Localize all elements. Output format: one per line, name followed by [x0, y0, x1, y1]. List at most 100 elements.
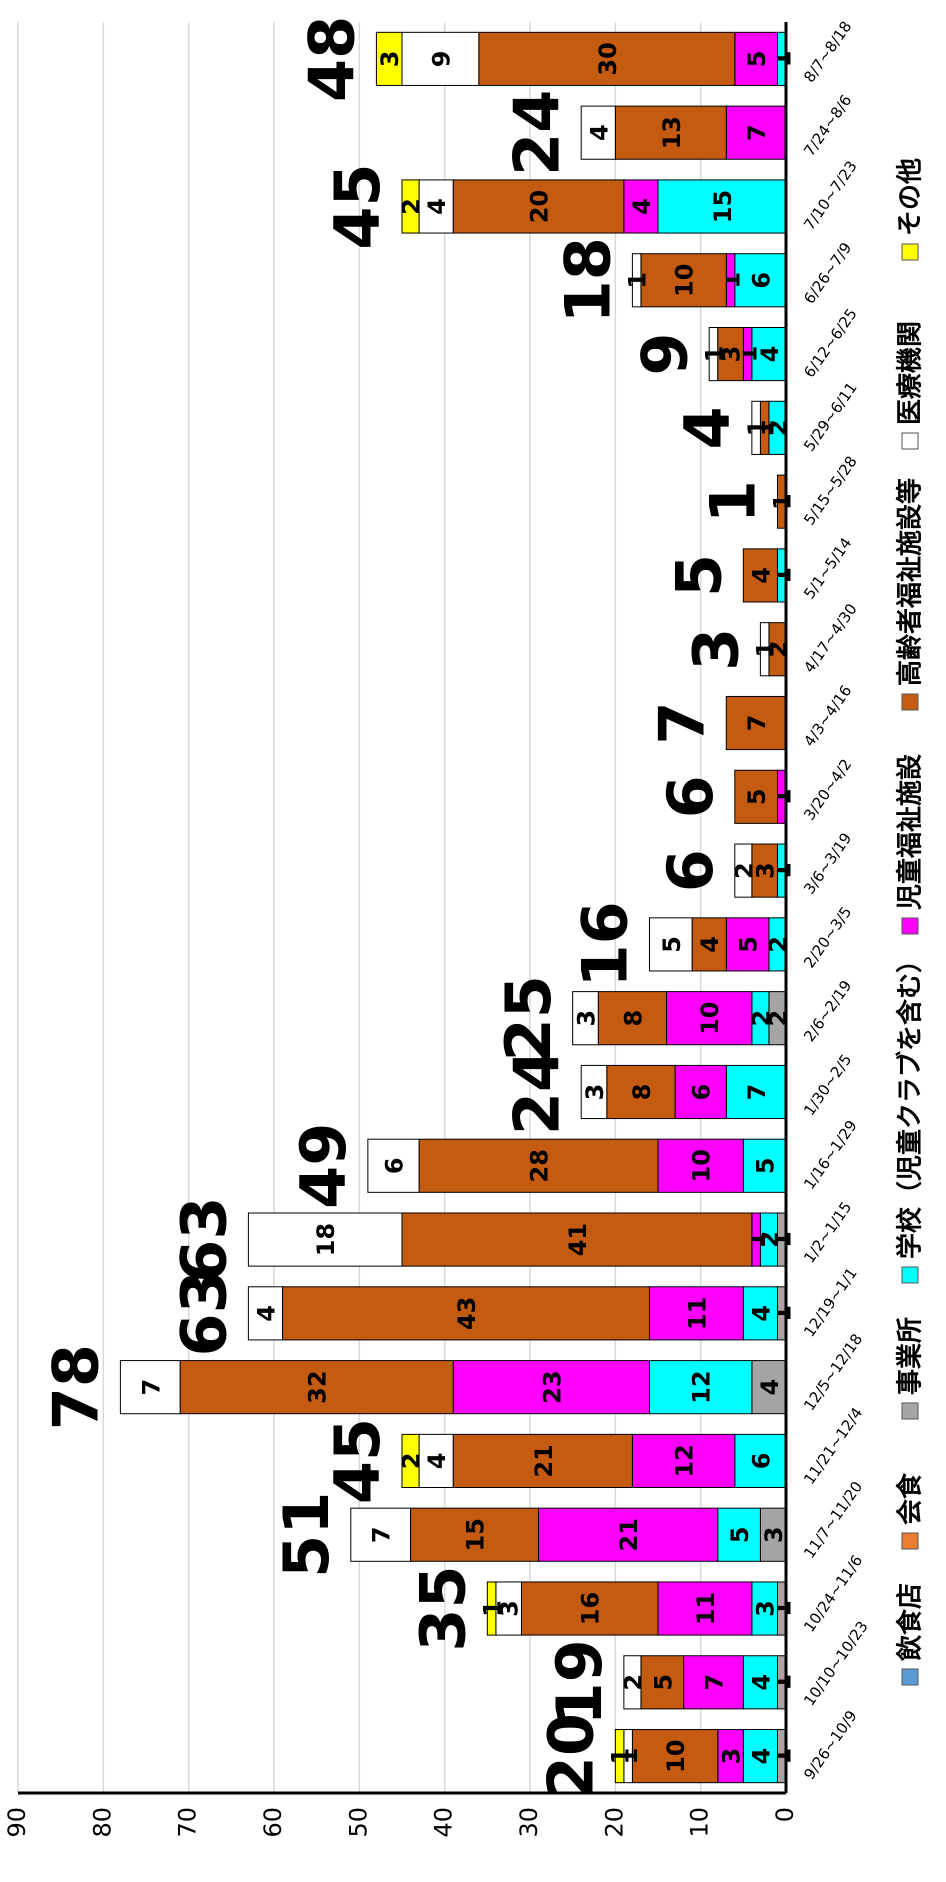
data-label: 4	[696, 936, 724, 953]
total-label: 3	[679, 628, 752, 671]
x-tick-label: 8/7~8/18	[800, 18, 855, 86]
data-label: 3	[572, 1010, 600, 1027]
total-label: 49	[287, 1123, 360, 1209]
legend-marker	[901, 1532, 919, 1550]
y-tick-label: 40	[430, 1807, 458, 1838]
total-label: 6	[654, 775, 727, 818]
x-tick-label: 4/3~4/16	[800, 682, 855, 750]
legend-label: 会食	[895, 1472, 926, 1525]
x-tick-label: 1/2~1/15	[800, 1198, 855, 1266]
data-label: 15	[709, 190, 737, 223]
bar-segment	[708, 326, 719, 382]
data-label: 43	[453, 1297, 481, 1330]
legend-label: 高齢者福祉施設等	[895, 478, 926, 686]
total-label: 24	[500, 1049, 573, 1135]
data-label: 8	[619, 1010, 647, 1027]
bar-segment	[247, 1212, 403, 1267]
total-label: 7	[645, 701, 718, 744]
y-tick-label: 0	[771, 1807, 799, 1822]
y-tick-label: 30	[515, 1807, 543, 1838]
data-label: 4	[423, 198, 451, 215]
y-tick-label: 80	[88, 1807, 116, 1838]
total-label: 51	[270, 1492, 343, 1578]
bar-segment	[367, 1138, 420, 1193]
bar-segment	[734, 769, 778, 824]
y-tick-label: 10	[686, 1807, 714, 1838]
data-label: 32	[304, 1370, 332, 1403]
data-label: 15	[462, 1518, 490, 1551]
data-label: 11	[692, 1592, 720, 1625]
x-tick-label: 9/26~10/9	[800, 1707, 861, 1783]
data-label: 2	[619, 1674, 647, 1691]
data-label: 7	[368, 1526, 396, 1543]
data-label: 3	[581, 1084, 609, 1101]
total-label: 5	[662, 554, 735, 597]
total-label: 18	[551, 237, 624, 323]
x-tick-label: 5/29~6/11	[800, 379, 861, 455]
bar-segment	[742, 548, 778, 603]
x-tick-label: 6/12~6/25	[800, 305, 861, 381]
data-label: 10	[671, 264, 699, 297]
data-label: 3	[496, 1600, 524, 1617]
x-tick-label: 2/6~2/19	[800, 977, 855, 1045]
legend-marker	[901, 1266, 919, 1284]
data-label: 4	[423, 1453, 451, 1470]
bar-segment	[401, 1433, 420, 1489]
data-label: 6	[688, 1084, 716, 1101]
total-label: 63	[167, 1270, 240, 1356]
data-label: 16	[577, 1592, 605, 1625]
legend-marker	[901, 1402, 919, 1420]
legend-label: 学校（児童クラブを含む）	[895, 947, 926, 1259]
total-label: 9	[628, 332, 701, 375]
x-tick-label: 1/30~2/5	[800, 1051, 855, 1119]
legend-label: その他	[896, 158, 926, 236]
bar-segment	[580, 105, 616, 160]
total-label: 6	[654, 849, 727, 892]
bar-segment	[631, 253, 642, 308]
data-label: 1	[624, 272, 652, 289]
y-tick-label: 20	[600, 1807, 628, 1838]
y-tick-label: 60	[259, 1807, 287, 1838]
data-label: 3	[376, 51, 404, 68]
x-tick-label: 4/17~4/30	[800, 600, 861, 676]
x-tick-label: 2/20~3/5	[800, 903, 855, 971]
bar-segment	[350, 1507, 412, 1562]
data-label: 18	[312, 1223, 340, 1256]
data-label: 3	[752, 862, 780, 879]
data-label: 7	[700, 1674, 728, 1691]
total-label: 48	[295, 16, 368, 102]
data-label: 10	[662, 1739, 690, 1772]
data-label: 12	[688, 1370, 716, 1403]
data-label: 7	[743, 1084, 771, 1101]
total-label: 19	[543, 1639, 616, 1725]
total-label: 63	[167, 1196, 240, 1282]
x-tick-label: 5/1~5/14	[800, 534, 855, 602]
data-label: 9	[427, 51, 455, 68]
y-tick-label: 50	[344, 1807, 372, 1838]
data-label: 30	[594, 42, 622, 75]
legend-marker	[901, 917, 919, 935]
data-label: 3	[752, 1600, 780, 1617]
bar-segment	[751, 400, 761, 455]
data-label: 1	[479, 1600, 507, 1617]
total-label: 78	[39, 1344, 112, 1430]
data-label: 3	[718, 346, 746, 363]
data-label: 2	[747, 1010, 775, 1027]
data-label: 4	[585, 124, 613, 141]
data-label: 4	[628, 198, 656, 215]
data-label: 5	[735, 936, 763, 953]
y-tick-label: 70	[174, 1807, 202, 1838]
data-label: 41	[564, 1223, 592, 1256]
data-label: 1	[752, 641, 780, 658]
total-label: 25	[492, 975, 565, 1061]
data-label: 5	[743, 51, 771, 68]
data-label: 4	[747, 1674, 775, 1691]
data-label: 12	[671, 1444, 699, 1477]
data-label: 4	[756, 346, 784, 363]
data-label: 6	[380, 1157, 408, 1174]
data-label: 7	[743, 124, 771, 141]
bar-segment	[648, 917, 693, 972]
data-label: 1	[607, 1748, 635, 1765]
